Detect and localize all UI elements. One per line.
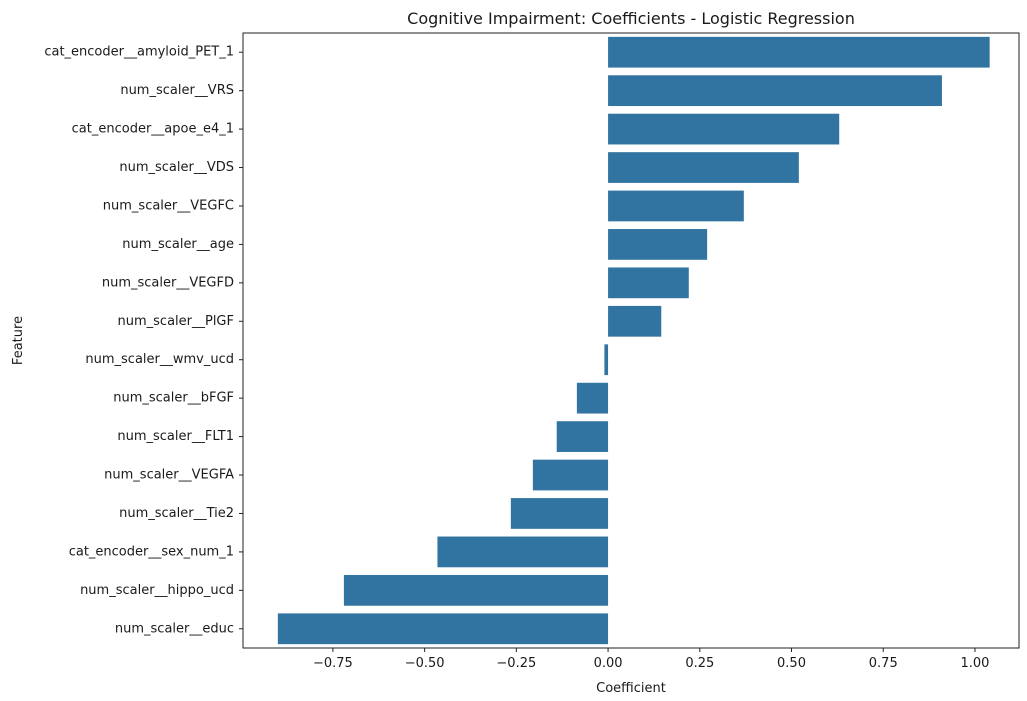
x-tick-label: 0.50 [777, 656, 806, 671]
y-tick-label: num_scaler__bFGF [113, 391, 234, 406]
y-tick-label: num_scaler__VEGFD [102, 275, 234, 290]
x-tick-label: −0.75 [313, 656, 353, 671]
y-tick-label: num_scaler__VDS [119, 160, 234, 175]
bar-cat_encoder__apoe_e4_1 [608, 113, 840, 145]
bar-num_scaler__FLT1 [556, 421, 609, 452]
x-axis-ticks: −0.75 −0.50 −0.25 0.00 0.25 0.50 0.75 1.00 [313, 648, 989, 671]
y-axis-ticks: cat_encoder__amyloid_PET_1 num_scaler__VR… [44, 45, 243, 636]
bar-num_scaler__Tie2 [510, 498, 609, 529]
bar-num_scaler__educ [277, 613, 609, 645]
bar-num_scaler__VDS [608, 152, 799, 183]
bar-num_scaler__bFGF [576, 382, 609, 414]
bar-num_scaler__VEGFA [532, 459, 609, 491]
y-tick-label: num_scaler__VEGFC [103, 198, 234, 213]
y-tick-label: num_scaler__educ [115, 621, 234, 636]
x-tick-label: −0.25 [496, 656, 536, 671]
y-tick-label: cat_encoder__apoe_e4_1 [72, 122, 234, 137]
y-tick-label: num_scaler__wmv_ucd [85, 352, 234, 367]
x-tick-label: −0.50 [405, 656, 445, 671]
x-axis-title: Coefficient [596, 681, 666, 696]
x-tick-label: 0.75 [869, 656, 898, 671]
chart-title: Cognitive Impairment: Coefficients - Log… [407, 9, 855, 28]
bar-num_scaler__VEGFC [608, 190, 744, 222]
bar-num_scaler__VRS [608, 75, 942, 107]
y-tick-label: cat_encoder__sex_num_1 [69, 544, 234, 559]
bar-num_scaler__wmv_ucd [604, 344, 609, 376]
y-tick-label: num_scaler__VRS [120, 83, 234, 98]
bar-num_scaler__VEGFD [608, 267, 689, 299]
y-tick-label: num_scaler__PlGF [118, 314, 235, 329]
y-tick-label: cat_encoder__amyloid_PET_1 [44, 45, 234, 60]
y-tick-label: num_scaler__FLT1 [117, 429, 234, 444]
y-tick-label: num_scaler__hippo_ucd [80, 583, 234, 598]
y-tick-label: num_scaler__VEGFA [104, 468, 234, 483]
bar-num_scaler__age [608, 229, 708, 260]
plot-frame [242, 32, 1020, 649]
y-tick-label: num_scaler__age [122, 237, 234, 252]
bar-cat_encoder__amyloid_PET_1 [608, 36, 990, 68]
bar-num_scaler__PlGF [608, 305, 662, 337]
x-tick-label: 0.00 [594, 656, 623, 671]
x-tick-label: 0.25 [685, 656, 714, 671]
bars-layer [277, 36, 990, 645]
y-axis-title: Feature [11, 316, 26, 365]
x-tick-label: 1.00 [960, 656, 989, 671]
bar-cat_encoder__sex_num_1 [437, 536, 609, 568]
y-tick-label: num_scaler__Tie2 [119, 506, 234, 521]
bar-num_scaler__hippo_ucd [343, 574, 609, 606]
